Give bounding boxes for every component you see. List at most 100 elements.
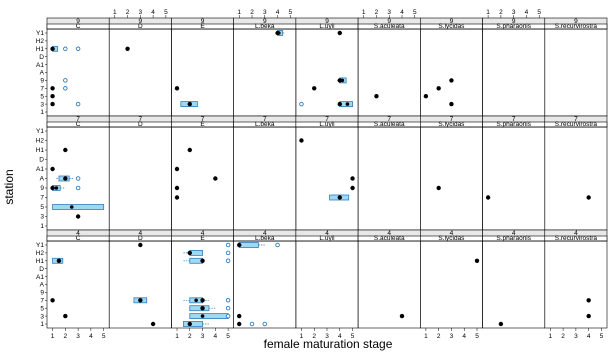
outlier-point	[262, 321, 268, 327]
x-tick-label: 5	[164, 9, 168, 16]
data-point	[423, 94, 429, 99]
strip-species-label: D	[138, 23, 143, 30]
x-tick-label: 3	[139, 9, 143, 16]
y-tick-label: 7	[40, 86, 44, 93]
x-tick-label: 3	[263, 9, 267, 16]
data-point	[125, 46, 130, 51]
x-tick-label: 1	[175, 333, 179, 340]
box-median-dot	[345, 102, 350, 106]
box-median-dot	[200, 314, 205, 318]
panel-frame	[357, 28, 421, 117]
data-point	[50, 185, 55, 191]
y-tick-label: 1	[40, 109, 44, 116]
y-tick-label: H2	[36, 138, 45, 145]
panel-frame	[544, 126, 608, 231]
x-tick-label: 4	[276, 9, 280, 16]
y-tick-label: Y1	[36, 30, 44, 37]
x-tick-label: 5	[475, 333, 479, 340]
data-point	[586, 298, 591, 303]
strip-species-label: S.aculeata	[374, 235, 405, 242]
x-tick-label: 5	[351, 333, 355, 340]
x-tick-label: 2	[126, 9, 130, 16]
strip-row-number: 9	[325, 18, 329, 25]
x-tick-label: 1	[424, 333, 428, 340]
strip-species-label: S.aculeata	[374, 121, 405, 128]
strip-row-number: 9	[76, 18, 80, 25]
data-point	[174, 185, 180, 191]
data-point	[586, 195, 591, 200]
strip-row-number: 7	[139, 116, 143, 123]
y-tick-label: 9	[40, 78, 44, 85]
data-point	[138, 298, 143, 303]
strip-species-label: C	[76, 235, 81, 242]
data-point	[150, 321, 156, 327]
y-tick-label: H1	[36, 46, 45, 53]
data-point	[498, 321, 504, 327]
strip-row-number: 9	[139, 18, 143, 25]
data-point	[187, 250, 192, 256]
strip-row-number: 7	[574, 116, 578, 123]
data-point	[275, 30, 280, 36]
data-point	[50, 166, 55, 172]
panel-frame	[233, 126, 297, 231]
data-point	[350, 185, 355, 191]
panel-frame	[482, 240, 546, 329]
outlier-point	[249, 321, 255, 327]
strip-row-number: 4	[201, 230, 205, 237]
box-median-dot	[69, 205, 74, 209]
box-rect	[189, 313, 229, 320]
strip-species-label: C	[76, 23, 81, 30]
data-point	[187, 321, 192, 327]
outlier-point	[225, 305, 231, 311]
strip-species-label: D	[138, 235, 143, 242]
panel-frame	[46, 240, 110, 329]
x-tick-label: 2	[188, 333, 192, 340]
strip-row-number: 7	[512, 116, 516, 123]
panel-frame	[171, 126, 234, 231]
data-point	[436, 86, 441, 91]
data-point	[174, 166, 180, 172]
panel-frame	[482, 126, 546, 231]
data-point	[50, 101, 55, 107]
x-tick-label: 4	[525, 9, 529, 16]
y-tick-label: D	[39, 266, 44, 273]
data-point	[237, 242, 242, 248]
strip-species-label: C	[76, 121, 81, 128]
panel-frame	[295, 240, 359, 329]
data-point	[399, 313, 405, 319]
strip-row-number: 4	[76, 230, 80, 237]
outlier-point	[225, 242, 231, 248]
x-tick-label: 2	[64, 333, 68, 340]
strip-species-label: S.recurvirostra	[555, 23, 598, 30]
x-axis-label: female maturation stage	[264, 337, 393, 351]
data-point	[63, 147, 68, 153]
panel-frame	[544, 240, 608, 329]
data-point	[63, 313, 68, 319]
outlier-point	[225, 313, 231, 319]
data-point	[237, 321, 242, 327]
x-tick-label: 2	[312, 333, 316, 340]
panel-frame	[544, 28, 608, 117]
data-point	[138, 242, 143, 248]
data-point	[213, 176, 218, 181]
x-tick-label: 3	[201, 333, 205, 340]
strip-species-label: S.pharaonis	[496, 121, 531, 128]
data-point	[436, 185, 441, 191]
panel-frame	[295, 126, 359, 231]
y-tick-label: 5	[40, 93, 44, 100]
x-tick-label: 1	[362, 9, 366, 16]
strip-species-label: D	[138, 121, 143, 128]
panel-frame	[233, 240, 297, 329]
y-tick-label: A	[40, 176, 45, 183]
strip-row-number: 9	[574, 18, 578, 25]
y-tick-label: A	[40, 282, 45, 289]
box-rect	[52, 204, 105, 210]
y-tick-label: Y1	[36, 128, 44, 135]
x-tick-label: 1	[300, 333, 304, 340]
panel-frame	[108, 240, 172, 329]
y-tick-label: 3	[40, 214, 44, 221]
y-tick-label: H2	[36, 38, 45, 45]
x-tick-label: 2	[499, 9, 503, 16]
